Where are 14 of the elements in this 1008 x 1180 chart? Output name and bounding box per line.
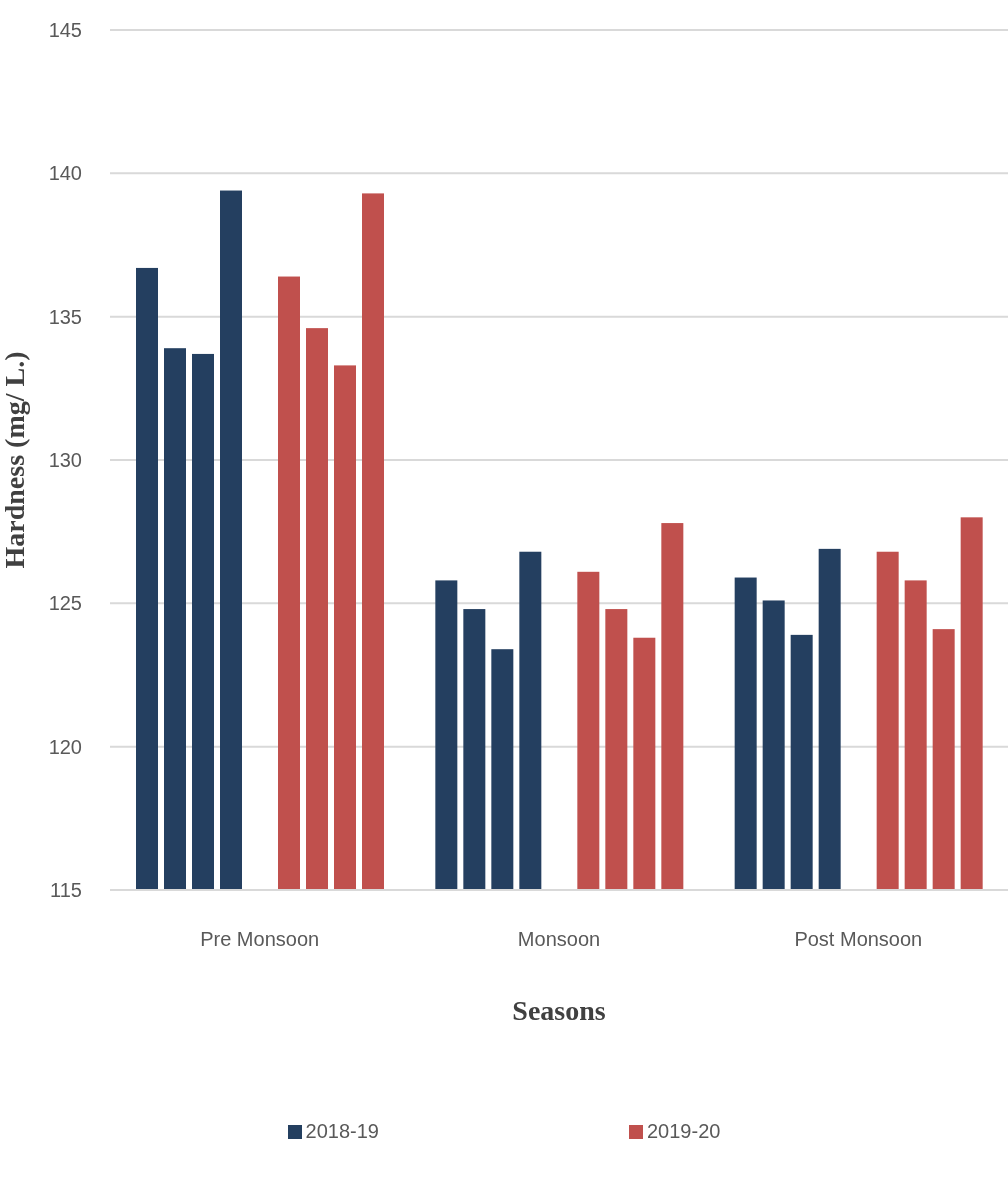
y-axis-title: Hardness (mg/ L.) bbox=[0, 351, 30, 569]
legend-label: 2019-20 bbox=[647, 1120, 721, 1143]
legend-label: 2018-19 bbox=[305, 1120, 379, 1143]
x-tick-label: Pre Monsoon bbox=[200, 928, 320, 951]
y-tick-label: 145 bbox=[48, 19, 82, 42]
x-tick-label: Monsoon bbox=[517, 928, 601, 951]
x-tick-label: Post Monsoon bbox=[794, 928, 923, 951]
y-tick-label: 140 bbox=[48, 162, 82, 185]
y-tick-label: 125 bbox=[48, 592, 82, 615]
y-tick-label: 115 bbox=[50, 879, 82, 902]
y-tick-label: 130 bbox=[48, 449, 82, 472]
y-tick-label: 120 bbox=[48, 735, 82, 758]
x-axis-title: Seasons bbox=[512, 994, 606, 1026]
y-tick-label: 135 bbox=[48, 305, 82, 328]
